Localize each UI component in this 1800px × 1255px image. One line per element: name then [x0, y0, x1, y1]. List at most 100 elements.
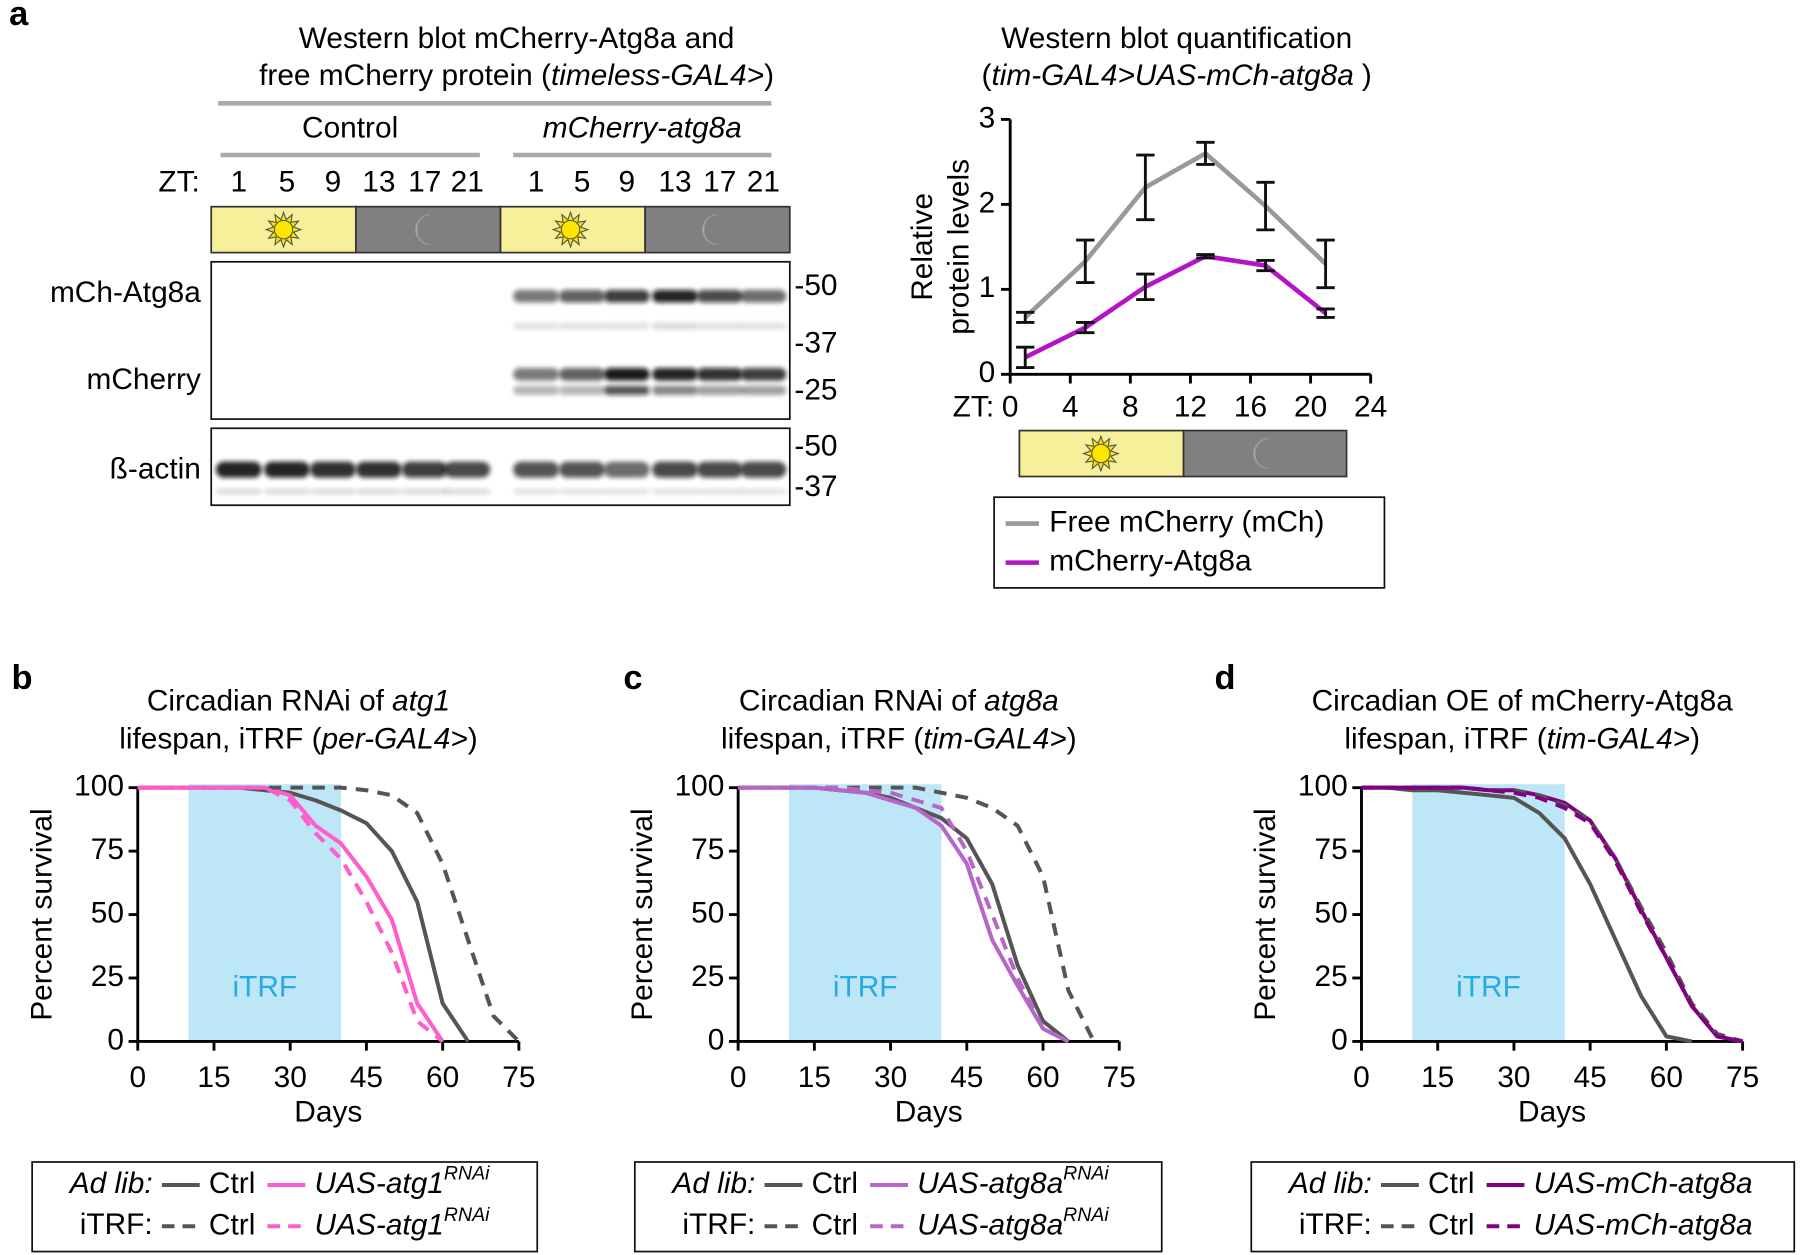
y-tick-label: 1 — [979, 271, 996, 304]
panel-letter: d — [1215, 659, 1236, 697]
error-bar — [1256, 180, 1275, 232]
legend-label: mCherry-Atg8a — [1049, 545, 1252, 578]
marker-label: -50 — [794, 269, 837, 302]
legend-label: Ctrl — [812, 1167, 858, 1200]
error-bar — [1076, 238, 1095, 284]
title-segment: ) — [1362, 59, 1372, 92]
blot-band — [444, 461, 491, 478]
x-tick-label: 45 — [1574, 1061, 1607, 1094]
x-tick-label: 15 — [1421, 1061, 1454, 1094]
blot-band — [696, 289, 743, 303]
title-segment: atg1 — [392, 685, 450, 718]
panel-letter: a — [9, 0, 29, 33]
blot-band — [740, 322, 787, 330]
title-segment: Circadian OE of mCherry-Atg8a — [1312, 685, 1734, 718]
y-tick-label: 100 — [1298, 770, 1348, 803]
blot-band — [652, 461, 698, 478]
legend-superscript: RNAi — [444, 1204, 490, 1226]
legend-name: UAS-atg1 — [315, 1208, 444, 1241]
error-bar — [1256, 259, 1275, 273]
y-axis-label: Percent survival — [26, 808, 59, 1020]
blot-band — [652, 289, 698, 303]
light-dark-bar — [644, 205, 791, 254]
x-tick-label: 45 — [350, 1061, 383, 1094]
blot-band — [740, 385, 787, 395]
y-tick-label: 100 — [74, 770, 124, 803]
x-tick-label: 0 — [129, 1061, 146, 1094]
title-segment: ( — [982, 59, 992, 92]
title-segment: lifespan, iTRF ( — [119, 722, 321, 755]
legend-label: Ctrl — [209, 1167, 255, 1200]
lane-label: 1 — [230, 166, 247, 199]
legend-name: UAS-mCh-atg8a — [1534, 1208, 1753, 1241]
lane-label: 21 — [747, 166, 780, 199]
y-tick-label: 3 — [979, 101, 996, 134]
legend-group-label: Ad lib: — [68, 1167, 153, 1200]
error-bar — [1316, 307, 1335, 319]
itrf-label: iTRF — [833, 971, 898, 1004]
y-tick-label: 25 — [91, 960, 124, 993]
survival-curve — [1361, 785, 1693, 1044]
title-segment: lifespan, iTRF ( — [1344, 722, 1546, 755]
title-line: Circadian OE of mCherry-Atg8a — [1312, 685, 1734, 718]
sun-icon — [560, 219, 581, 240]
blot-band — [696, 461, 743, 478]
x-axis-label: ZT: — [953, 391, 994, 424]
x-axis-label: Days — [895, 1096, 963, 1129]
x-tick-label: 0 — [730, 1061, 747, 1094]
legend-group-label: iTRF: — [682, 1208, 755, 1241]
error-bar — [1016, 310, 1035, 324]
blot-band — [513, 488, 560, 495]
panel-letter: c — [623, 659, 642, 697]
light-dark-bar — [355, 205, 502, 254]
title-segment: Western blot quantification — [1001, 22, 1352, 55]
blot-band — [215, 488, 262, 495]
y-tick-label: 0 — [708, 1023, 725, 1056]
blot-band — [696, 368, 743, 381]
legend-label: UAS-atg1RNAi — [315, 1204, 491, 1241]
lane-label: 13 — [658, 166, 691, 199]
title-line: (tim-GAL4>UAS-mCh-atg8a) — [982, 59, 1372, 92]
blot-band — [603, 461, 650, 478]
legend-label: UAS-mCh-atg8a — [1534, 1208, 1753, 1241]
legend-name: UAS-mCh-atg8a — [1534, 1167, 1753, 1200]
itrf-window — [788, 784, 942, 1042]
x-tick-label: 8 — [1122, 391, 1139, 424]
x-tick-label: 60 — [426, 1061, 459, 1094]
blot-band — [696, 322, 743, 330]
title-segment: tim-GAL4>UAS-mCh-atg8a — [991, 59, 1353, 92]
marker-label: -37 — [794, 326, 837, 359]
blot-band — [652, 488, 698, 495]
blot-band — [355, 461, 402, 478]
x-tick-label: 75 — [502, 1061, 535, 1094]
x-tick-label: 0 — [1353, 1061, 1370, 1094]
blot-band — [309, 461, 356, 478]
legend-group-label: iTRF: — [1299, 1208, 1372, 1241]
series-line — [1024, 253, 1328, 360]
y-tick-label: 0 — [979, 356, 996, 389]
title-segment: Circadian RNAi of — [147, 685, 385, 718]
marker-label: -50 — [794, 430, 837, 463]
series-line — [1023, 151, 1328, 320]
legend-box — [993, 496, 1386, 589]
lane-label: 17 — [703, 166, 736, 199]
y-tick-label: 50 — [91, 896, 124, 929]
blot-band — [559, 461, 605, 478]
y-tick-label: 2 — [979, 186, 996, 219]
marker-label: -25 — [794, 373, 837, 406]
y-axis-label: Percent survival — [1249, 808, 1282, 1020]
x-tick-label: 0 — [1002, 391, 1019, 424]
legend-name: Ctrl — [1428, 1208, 1474, 1241]
x-tick-label: 60 — [1026, 1061, 1059, 1094]
legend-label: Ctrl — [1428, 1167, 1474, 1200]
title-segment: lifespan, iTRF ( — [721, 722, 923, 755]
x-tick-label: 60 — [1650, 1061, 1683, 1094]
blot-band — [215, 461, 262, 478]
moon-icon — [1253, 438, 1269, 470]
blot-band — [740, 461, 787, 478]
group-label: mCherry-atg8a — [543, 112, 742, 145]
blot-band — [740, 488, 787, 495]
legend-group-label: Ad lib: — [1287, 1167, 1372, 1200]
y-tick-label: 25 — [1315, 960, 1348, 993]
